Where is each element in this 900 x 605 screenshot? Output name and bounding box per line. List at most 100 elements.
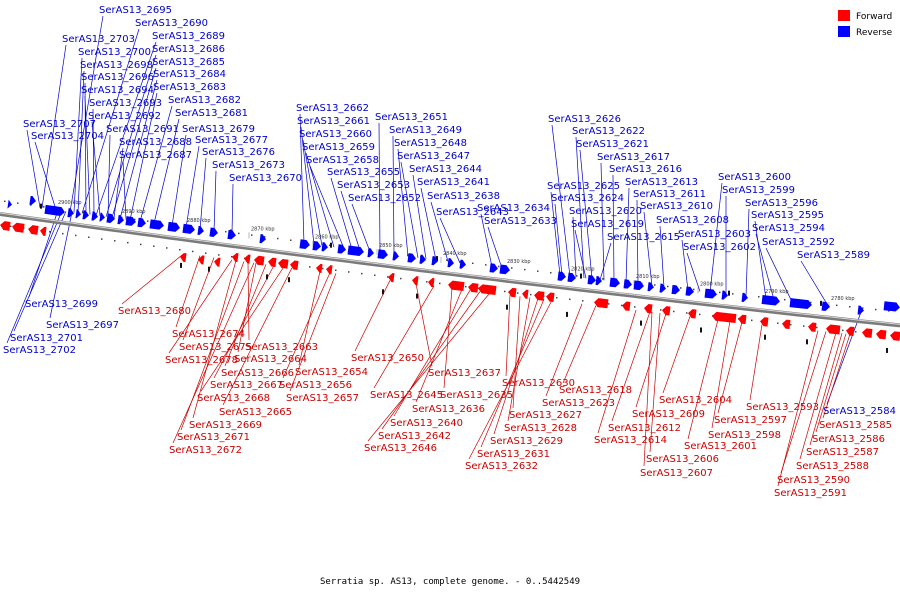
- leader-line: [199, 157, 207, 230]
- scale-dot: [511, 267, 513, 269]
- reverse-gene-arrow: [789, 298, 812, 310]
- legend-swatch-forward: [838, 10, 850, 21]
- reverse-gene-label: SerAS13_2662: [296, 103, 369, 114]
- scale-dot: [147, 220, 149, 222]
- scale-dot: [472, 262, 474, 265]
- reverse-gene-label: SerAS13_2602: [683, 242, 756, 253]
- leader-line: [168, 259, 233, 354]
- forward-gene-arrow: [622, 301, 631, 311]
- leader-line: [600, 162, 605, 281]
- scale-dot: [537, 270, 539, 272]
- forward-gene-arrow: [198, 255, 205, 265]
- leader-line: [777, 330, 819, 487]
- reverse-gene-label: SerAS13_2633: [484, 216, 557, 227]
- leader-line: [77, 70, 85, 213]
- reverse-gene-label: SerAS13_2644: [409, 164, 482, 175]
- forward-gene-arrow: [468, 283, 479, 293]
- reverse-gene-arrow: [67, 208, 74, 218]
- leader-line: [745, 208, 750, 297]
- reverse-gene-arrow: [595, 275, 602, 286]
- leader-line: [213, 170, 217, 232]
- leader-line: [107, 134, 111, 218]
- leader-line: [393, 290, 471, 417]
- forward-gene-arrow: [180, 252, 187, 263]
- leader-line: [636, 199, 639, 285]
- forward-gene-label: SerAS13_2607: [640, 468, 713, 479]
- reverse-gene-arrow: [741, 292, 748, 302]
- reverse-gene-arrow: [7, 199, 12, 209]
- scale-dot: [329, 244, 331, 247]
- reverse-gene-label: SerAS13_2655: [327, 167, 400, 178]
- leader-line: [717, 322, 743, 414]
- leader-line: [119, 79, 158, 219]
- reverse-gene-arrow: [587, 275, 596, 285]
- reverse-gene-arrow: [685, 286, 694, 296]
- forward-gene-label: SerAS13_2678: [165, 355, 238, 366]
- reverse-gene-label: SerAS13_2626: [548, 114, 621, 125]
- leader-line: [643, 311, 653, 467]
- forward-gene-label: SerAS13_2667: [210, 380, 283, 391]
- leader-line: [599, 242, 612, 281]
- forward-gene-arrow: [782, 319, 791, 330]
- legend-swatch-reverse: [838, 26, 850, 37]
- leader-line: [224, 264, 267, 367]
- reverse-gene-arrow: [227, 229, 236, 240]
- forward-gene-label: SerAS13_2598: [708, 430, 781, 441]
- reverse-gene-arrow: [167, 221, 180, 232]
- forward-gene-label: SerAS13_2586: [812, 434, 885, 445]
- scale-dot: [582, 300, 584, 302]
- forward-gene-arrow: [738, 314, 747, 325]
- marker-dot: [580, 273, 582, 279]
- forward-gene-arrow: [808, 322, 817, 332]
- scale-dot: [855, 330, 857, 333]
- forward-gene-arrow: [12, 222, 25, 233]
- scale-dot: [608, 303, 610, 305]
- forward-gene-arrow: [478, 284, 497, 295]
- scale-dot: [290, 239, 292, 241]
- reverse-gene-label: SerAS13_2594: [752, 223, 825, 234]
- map-caption: Serratia sp. AS13, complete genome. - 0.…: [319, 577, 581, 587]
- leader-line: [13, 211, 67, 332]
- forward-gene-label: SerAS13_2636: [412, 404, 485, 415]
- leader-line: [545, 303, 583, 397]
- reverse-gene-arrow: [704, 288, 717, 299]
- scale-dot: [17, 202, 19, 204]
- forward-gene-label: SerAS13_2632: [465, 461, 538, 472]
- reverse-gene-label: SerAS13_2584: [823, 406, 896, 417]
- scale-dot: [75, 234, 77, 237]
- forward-gene-label: SerAS13_2637: [428, 368, 501, 379]
- forward-gene-label: SerAS13_2654: [295, 367, 368, 378]
- leader-line: [625, 187, 630, 283]
- leader-line: [73, 57, 83, 213]
- forward-gene-label: SerAS13_2668: [197, 393, 270, 404]
- leader-line: [302, 139, 323, 246]
- forward-gene-arrow: [688, 309, 697, 319]
- leader-line: [550, 191, 561, 276]
- tick-label: 2790 kbp: [765, 289, 789, 295]
- forward-gene-label: SerAS13_2669: [189, 420, 262, 431]
- forward-gene-label: SerAS13_2675: [179, 342, 252, 353]
- forward-gene-arrow: [40, 226, 47, 236]
- scale-dot: [4, 200, 6, 203]
- reverse-gene-arrow: [106, 213, 115, 223]
- leader-line: [185, 145, 200, 228]
- leader-line: [575, 136, 585, 279]
- forward-gene-arrow: [862, 328, 873, 338]
- scale-dot: [49, 231, 51, 233]
- reverse-gene-label: SerAS13_2613: [625, 177, 698, 188]
- forward-gene-label: SerAS13_2640: [390, 418, 463, 429]
- forward-gene-arrow: [876, 329, 887, 340]
- reverse-gene-arrow: [209, 227, 218, 237]
- leader-line: [681, 239, 689, 291]
- reverse-gene-label: SerAS13_2600: [718, 172, 791, 183]
- reverse-gene-arrow: [337, 244, 346, 254]
- reverse-gene-arrow: [761, 295, 780, 306]
- forward-gene-label: SerAS13_2629: [490, 436, 563, 447]
- forward-gene-arrow: [712, 311, 737, 324]
- leader-line: [289, 273, 337, 392]
- reverse-gene-label: SerAS13_2704: [31, 131, 104, 142]
- scale-dot: [218, 254, 220, 256]
- forward-gene-arrow: [428, 278, 435, 288]
- leader-line: [480, 299, 545, 448]
- leader-line: [400, 161, 419, 258]
